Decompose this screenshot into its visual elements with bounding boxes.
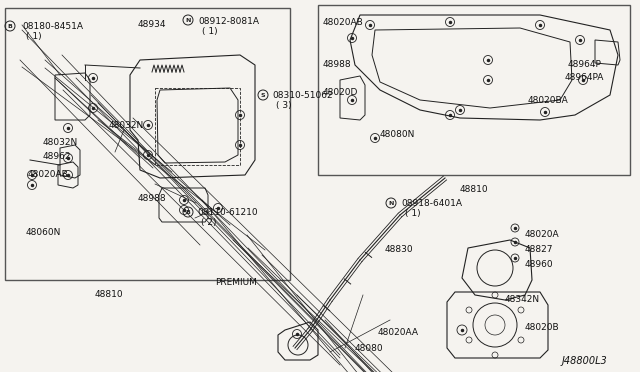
Text: 48032N: 48032N: [109, 121, 144, 130]
Text: 48810: 48810: [95, 290, 124, 299]
Bar: [5, 8, 290, 280]
Text: 48830: 48830: [385, 245, 413, 254]
Text: 48934: 48934: [138, 20, 166, 29]
Text: ( 3): ( 3): [276, 101, 292, 110]
Text: N: N: [388, 201, 394, 205]
Text: 48962: 48962: [43, 152, 72, 161]
Text: 48020B: 48020B: [525, 323, 559, 332]
Text: 48988: 48988: [323, 60, 351, 69]
Text: 48060N: 48060N: [26, 228, 61, 237]
Text: 48342N: 48342N: [505, 295, 540, 304]
Text: 08918-6401A: 08918-6401A: [401, 199, 462, 208]
Text: B: B: [186, 209, 191, 215]
Text: 48020A: 48020A: [525, 230, 559, 239]
Text: 48988: 48988: [138, 194, 166, 203]
Text: 08912-8081A: 08912-8081A: [198, 17, 259, 26]
Text: B: B: [8, 23, 12, 29]
Text: 48020BA: 48020BA: [528, 96, 569, 105]
Text: 08310-51062: 08310-51062: [272, 91, 333, 100]
Text: S: S: [260, 93, 266, 97]
Text: 48020AA: 48020AA: [378, 328, 419, 337]
Text: 48827: 48827: [525, 245, 554, 254]
Text: 48080: 48080: [355, 344, 383, 353]
Text: 48964P: 48964P: [568, 60, 602, 69]
Text: J48800L3: J48800L3: [562, 356, 608, 366]
Bar: [155, 88, 240, 165]
Text: ( 1): ( 1): [202, 27, 218, 36]
Text: 48960: 48960: [525, 260, 554, 269]
Bar: [318, 5, 630, 175]
Text: 48080N: 48080N: [380, 130, 415, 139]
Text: ( 2): ( 2): [201, 218, 216, 227]
Text: PREMIUM: PREMIUM: [215, 278, 257, 287]
Text: 48810: 48810: [460, 185, 488, 194]
Text: ( 1): ( 1): [405, 209, 420, 218]
Text: 48020AB: 48020AB: [323, 18, 364, 27]
Text: 48020AB: 48020AB: [28, 170, 68, 179]
Text: ( 1): ( 1): [26, 32, 42, 41]
Text: N: N: [186, 17, 191, 22]
Text: 48964PA: 48964PA: [565, 73, 604, 82]
Text: 08110-61210: 08110-61210: [197, 208, 258, 217]
Text: 48032N: 48032N: [43, 138, 78, 147]
Text: 08180-8451A: 08180-8451A: [22, 22, 83, 31]
Text: 48020D: 48020D: [323, 88, 358, 97]
